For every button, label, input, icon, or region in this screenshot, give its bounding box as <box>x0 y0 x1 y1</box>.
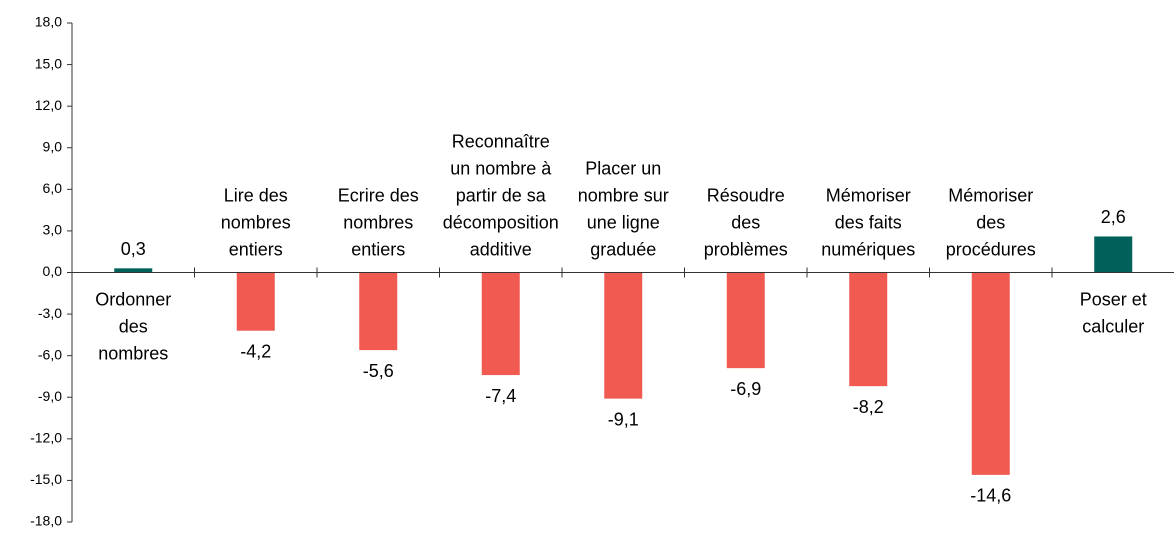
value-label: -6,9 <box>730 379 761 399</box>
x-tick-label: graduée <box>590 239 656 259</box>
value-label: -5,6 <box>363 361 394 381</box>
bar <box>971 272 1010 475</box>
bar <box>114 268 153 273</box>
x-tick-label: calculer <box>1082 316 1144 336</box>
y-tick-label: 6,0 <box>43 180 63 196</box>
x-tick-label: additive <box>470 239 532 259</box>
x-tick-label: partir de sa <box>456 185 547 205</box>
x-tick-label: numériques <box>821 239 915 259</box>
y-tick-label: 12,0 <box>35 97 62 113</box>
y-tick-label: 9,0 <box>43 138 63 154</box>
x-tick-label: Ecrire des <box>338 185 419 205</box>
y-tick-label: -18,0 <box>30 513 62 529</box>
value-label: 0,3 <box>121 239 146 259</box>
x-tick-label: des <box>119 316 148 336</box>
bar <box>359 272 398 351</box>
x-tick-label: nombres <box>343 212 413 232</box>
y-tick-label: -6,0 <box>38 346 62 362</box>
x-tick-label: des <box>731 212 760 232</box>
x-tick-label: procédures <box>946 239 1036 259</box>
x-tick-label: Placer un <box>585 158 661 178</box>
value-label: 2,6 <box>1101 207 1126 227</box>
x-tick-label: problèmes <box>704 239 788 259</box>
value-label: -7,4 <box>485 386 516 406</box>
x-tick-label: Résoudre <box>707 185 785 205</box>
value-label: -4,2 <box>240 341 271 361</box>
y-tick-label: -9,0 <box>38 388 62 404</box>
x-tick-label: nombres <box>98 343 168 363</box>
bar <box>481 272 520 376</box>
bar <box>1094 236 1133 273</box>
y-tick-label: 18,0 <box>35 14 62 30</box>
x-tick-label: un nombre à <box>450 158 552 178</box>
x-tick-label: Lire des <box>224 185 288 205</box>
x-tick-label: nombres <box>221 212 291 232</box>
x-tick-label: entiers <box>229 239 283 259</box>
y-tick-label: -3,0 <box>38 305 62 321</box>
x-tick-label: décomposition <box>443 212 559 232</box>
y-tick-label: -15,0 <box>30 471 62 487</box>
bar <box>236 272 275 331</box>
x-tick-label: Ordonner <box>95 289 171 309</box>
y-tick-label: -12,0 <box>30 430 62 446</box>
x-tick-label: Mémoriser <box>826 185 911 205</box>
bar <box>849 272 888 387</box>
bar <box>726 272 765 369</box>
y-tick-label: 15,0 <box>35 55 62 71</box>
x-tick-label: Mémoriser <box>948 185 1033 205</box>
x-tick-label: des <box>976 212 1005 232</box>
x-tick-label: nombre sur <box>578 185 669 205</box>
value-label: -8,2 <box>853 397 884 417</box>
bar <box>604 272 643 399</box>
value-label: -9,1 <box>608 409 639 429</box>
y-tick-label: 3,0 <box>43 222 63 238</box>
y-tick-label: 0,0 <box>43 263 63 279</box>
x-tick-label: des faits <box>835 212 902 232</box>
x-tick-label: entiers <box>351 239 405 259</box>
x-tick-label: Poser et <box>1080 289 1147 309</box>
x-tick-label: une ligne <box>587 212 660 232</box>
value-label: -14,6 <box>970 486 1011 506</box>
x-tick-label: Reconnaître <box>452 131 550 151</box>
